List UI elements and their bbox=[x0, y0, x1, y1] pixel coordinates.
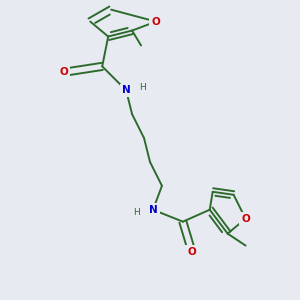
FancyBboxPatch shape bbox=[149, 15, 163, 28]
Text: O: O bbox=[188, 247, 196, 256]
Text: O: O bbox=[241, 214, 250, 224]
FancyBboxPatch shape bbox=[146, 203, 160, 216]
Text: H: H bbox=[133, 208, 140, 217]
Text: N: N bbox=[148, 205, 158, 215]
Text: O: O bbox=[59, 68, 68, 77]
FancyBboxPatch shape bbox=[119, 84, 133, 97]
Text: N: N bbox=[122, 85, 130, 95]
Text: H: H bbox=[139, 83, 146, 92]
FancyBboxPatch shape bbox=[57, 66, 70, 79]
FancyBboxPatch shape bbox=[185, 245, 198, 258]
Text: O: O bbox=[152, 16, 160, 27]
FancyBboxPatch shape bbox=[239, 212, 252, 225]
